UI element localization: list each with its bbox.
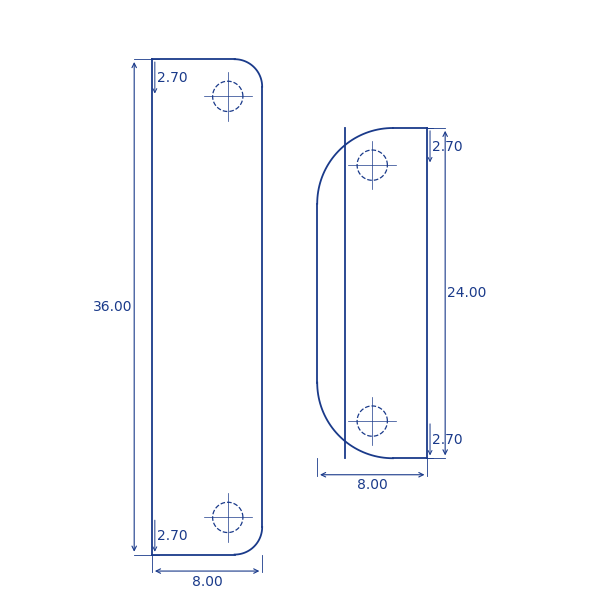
Text: 2.70: 2.70 (432, 140, 463, 154)
Text: 2.70: 2.70 (157, 71, 188, 85)
Text: 24.00: 24.00 (447, 286, 487, 300)
Text: 8.00: 8.00 (357, 478, 388, 492)
Text: 36.00: 36.00 (92, 300, 132, 314)
Text: 2.70: 2.70 (432, 433, 463, 446)
Text: 8.00: 8.00 (192, 575, 223, 589)
Text: 2.70: 2.70 (157, 529, 188, 543)
